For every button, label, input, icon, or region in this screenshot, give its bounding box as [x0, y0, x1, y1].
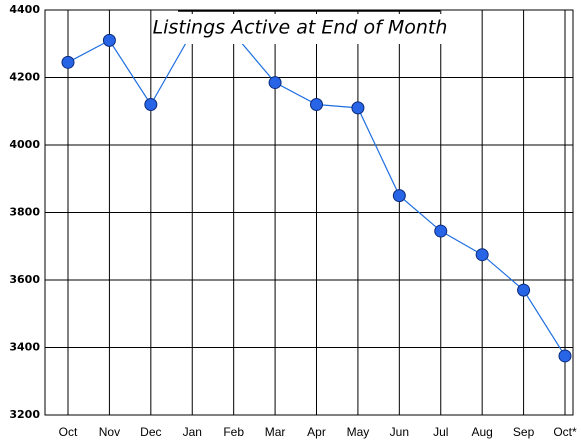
x-tick-label: May	[347, 425, 370, 439]
data-point	[434, 224, 448, 238]
y-tick-label: 3200	[9, 408, 40, 421]
x-tick-label: Aug	[471, 425, 492, 439]
x-tick-label: Jul	[433, 425, 448, 439]
x-tick-label: Apr	[307, 425, 326, 439]
y-tick-label: 3600	[9, 273, 40, 286]
y-tick-label: 4400	[9, 3, 40, 16]
y-tick-label: 3400	[9, 341, 40, 354]
y-tick-label: 4200	[9, 71, 40, 84]
x-tick-label: Jun	[390, 425, 409, 439]
data-point	[351, 101, 365, 115]
x-tick-label: Oct*	[553, 425, 577, 439]
data-point	[392, 189, 406, 203]
x-tick-label: Feb	[223, 425, 244, 439]
data-point	[268, 76, 282, 90]
data-point	[102, 33, 116, 47]
x-tick-label: Sep	[513, 425, 535, 439]
x-tick-label: Dec	[140, 425, 161, 439]
x-tick-label: Mar	[265, 425, 286, 439]
title-background	[160, 14, 442, 44]
data-point	[558, 349, 572, 363]
grid	[45, 9, 573, 416]
x-tick-label: Jan	[183, 425, 202, 439]
chart-title: Listings Active at End of Month	[153, 17, 448, 39]
data-point	[517, 283, 531, 297]
y-tick-label: 4000	[9, 138, 40, 151]
data-point	[475, 248, 489, 262]
data-point	[61, 55, 75, 69]
data-point	[310, 98, 323, 111]
y-tick-label: 3800	[9, 206, 40, 219]
x-tick-label: Nov	[99, 425, 120, 439]
data-point	[144, 98, 158, 111]
x-tick-label: Oct	[59, 425, 78, 439]
